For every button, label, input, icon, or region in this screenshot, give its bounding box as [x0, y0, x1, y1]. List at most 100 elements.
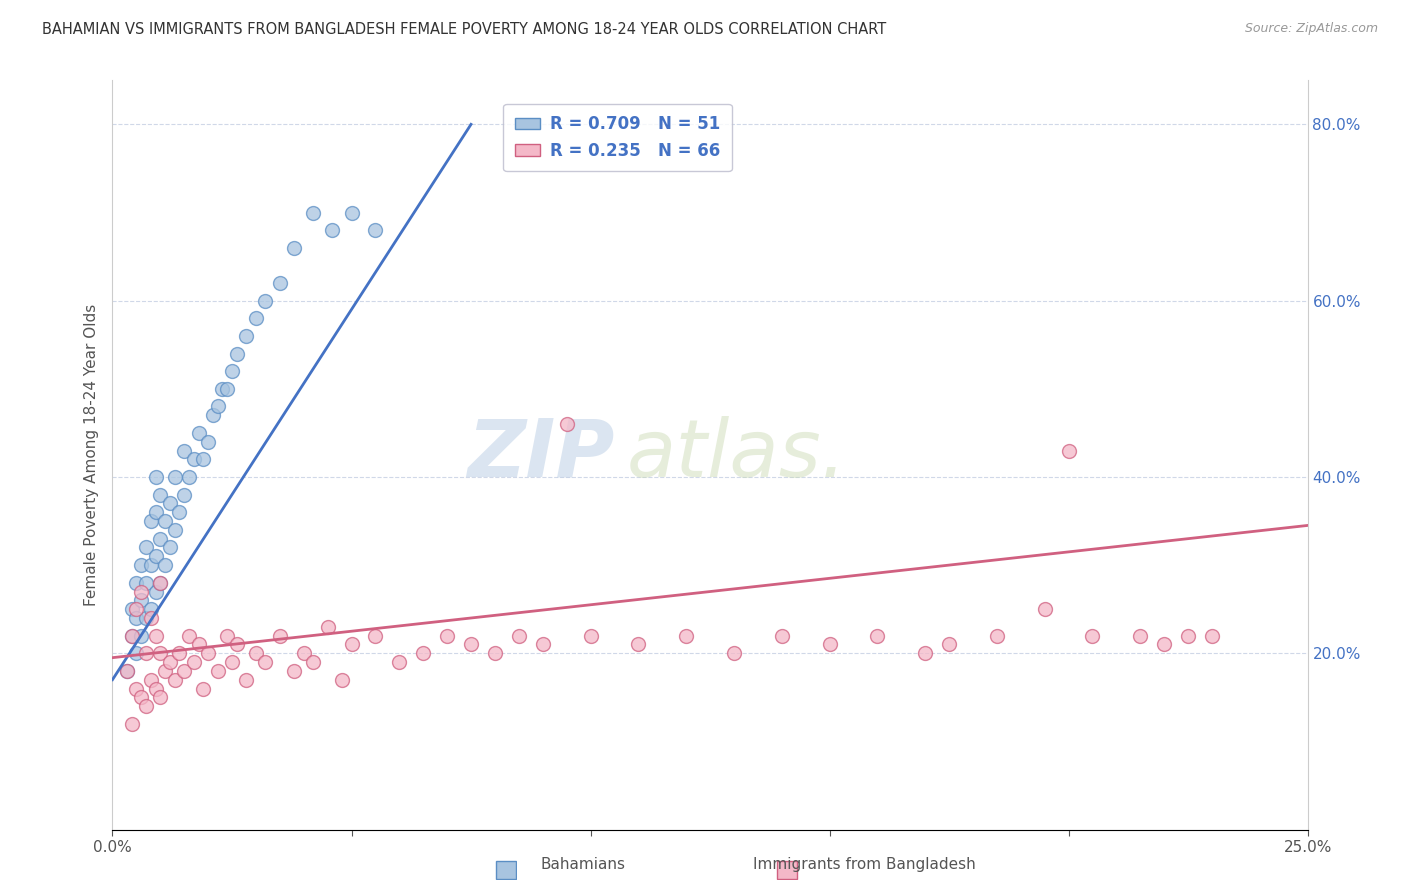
Point — [121, 602, 143, 616]
Point — [125, 646, 148, 660]
Point — [173, 443, 195, 458]
Point — [139, 602, 162, 616]
Point — [207, 400, 229, 414]
Text: Source: ZipAtlas.com: Source: ZipAtlas.com — [1244, 22, 1378, 36]
Point — [1033, 602, 1056, 616]
Point — [115, 664, 138, 678]
Point — [149, 690, 172, 705]
Point — [770, 629, 793, 643]
Point — [135, 541, 157, 555]
Point — [145, 549, 167, 564]
Text: ZIP: ZIP — [467, 416, 614, 494]
Point — [1201, 629, 1223, 643]
Point — [153, 664, 176, 678]
Point — [139, 558, 162, 573]
Point — [201, 409, 224, 423]
Point — [125, 602, 148, 616]
Point — [269, 629, 291, 643]
Point — [125, 575, 148, 590]
Point — [235, 673, 257, 687]
Point — [129, 558, 152, 573]
Point — [149, 575, 172, 590]
Point — [302, 655, 325, 669]
Point — [217, 382, 239, 396]
Point — [283, 241, 305, 255]
Point — [364, 629, 387, 643]
Point — [207, 664, 229, 678]
Point — [169, 505, 191, 519]
Point — [508, 629, 530, 643]
Point — [302, 205, 325, 219]
Point — [129, 629, 152, 643]
Point — [340, 205, 363, 219]
Point — [364, 223, 387, 237]
Point — [193, 452, 215, 467]
Point — [125, 681, 148, 696]
Text: BAHAMIAN VS IMMIGRANTS FROM BANGLADESH FEMALE POVERTY AMONG 18-24 YEAR OLDS CORR: BAHAMIAN VS IMMIGRANTS FROM BANGLADESH F… — [42, 22, 886, 37]
Point — [484, 646, 506, 660]
Point — [139, 673, 162, 687]
Point — [125, 611, 148, 625]
Text: Immigrants from Bangladesh: Immigrants from Bangladesh — [754, 857, 976, 872]
Point — [159, 655, 181, 669]
Point — [283, 664, 305, 678]
Point — [159, 496, 181, 510]
Legend: R = 0.709   N = 51, R = 0.235   N = 66: R = 0.709 N = 51, R = 0.235 N = 66 — [503, 103, 733, 171]
Point — [149, 575, 172, 590]
Point — [1129, 629, 1152, 643]
Point — [135, 575, 157, 590]
Point — [197, 434, 219, 449]
Point — [225, 637, 247, 651]
Point — [388, 655, 411, 669]
Point — [145, 681, 167, 696]
Point — [254, 655, 277, 669]
Point — [330, 673, 353, 687]
Point — [627, 637, 650, 651]
Point — [135, 646, 157, 660]
Point — [187, 425, 209, 440]
Point — [183, 655, 205, 669]
FancyBboxPatch shape — [778, 861, 797, 879]
Point — [135, 699, 157, 714]
Point — [460, 637, 482, 651]
Point — [173, 664, 195, 678]
Point — [723, 646, 745, 660]
Point — [412, 646, 434, 660]
Point — [269, 276, 291, 290]
Point — [436, 629, 458, 643]
Point — [173, 487, 195, 501]
Point — [163, 673, 186, 687]
Point — [129, 690, 152, 705]
Point — [675, 629, 697, 643]
Point — [115, 664, 138, 678]
Point — [177, 470, 200, 484]
Point — [938, 637, 960, 651]
Point — [818, 637, 841, 651]
Point — [197, 646, 219, 660]
Point — [221, 364, 243, 378]
Point — [129, 593, 152, 607]
Point — [153, 558, 176, 573]
Point — [149, 487, 172, 501]
Point — [1081, 629, 1104, 643]
Point — [149, 532, 172, 546]
FancyBboxPatch shape — [496, 861, 516, 879]
Point — [986, 629, 1008, 643]
Point — [177, 629, 200, 643]
Point — [163, 470, 186, 484]
Point — [183, 452, 205, 467]
Point — [145, 629, 167, 643]
Point — [340, 637, 363, 651]
Point — [139, 514, 162, 528]
Point — [914, 646, 936, 660]
Point — [235, 329, 257, 343]
Point — [1153, 637, 1175, 651]
Point — [254, 293, 277, 308]
Point — [531, 637, 554, 651]
Y-axis label: Female Poverty Among 18-24 Year Olds: Female Poverty Among 18-24 Year Olds — [83, 304, 98, 606]
Point — [1057, 443, 1080, 458]
Point — [121, 629, 143, 643]
Point — [225, 346, 247, 360]
Point — [145, 584, 167, 599]
Point — [135, 611, 157, 625]
